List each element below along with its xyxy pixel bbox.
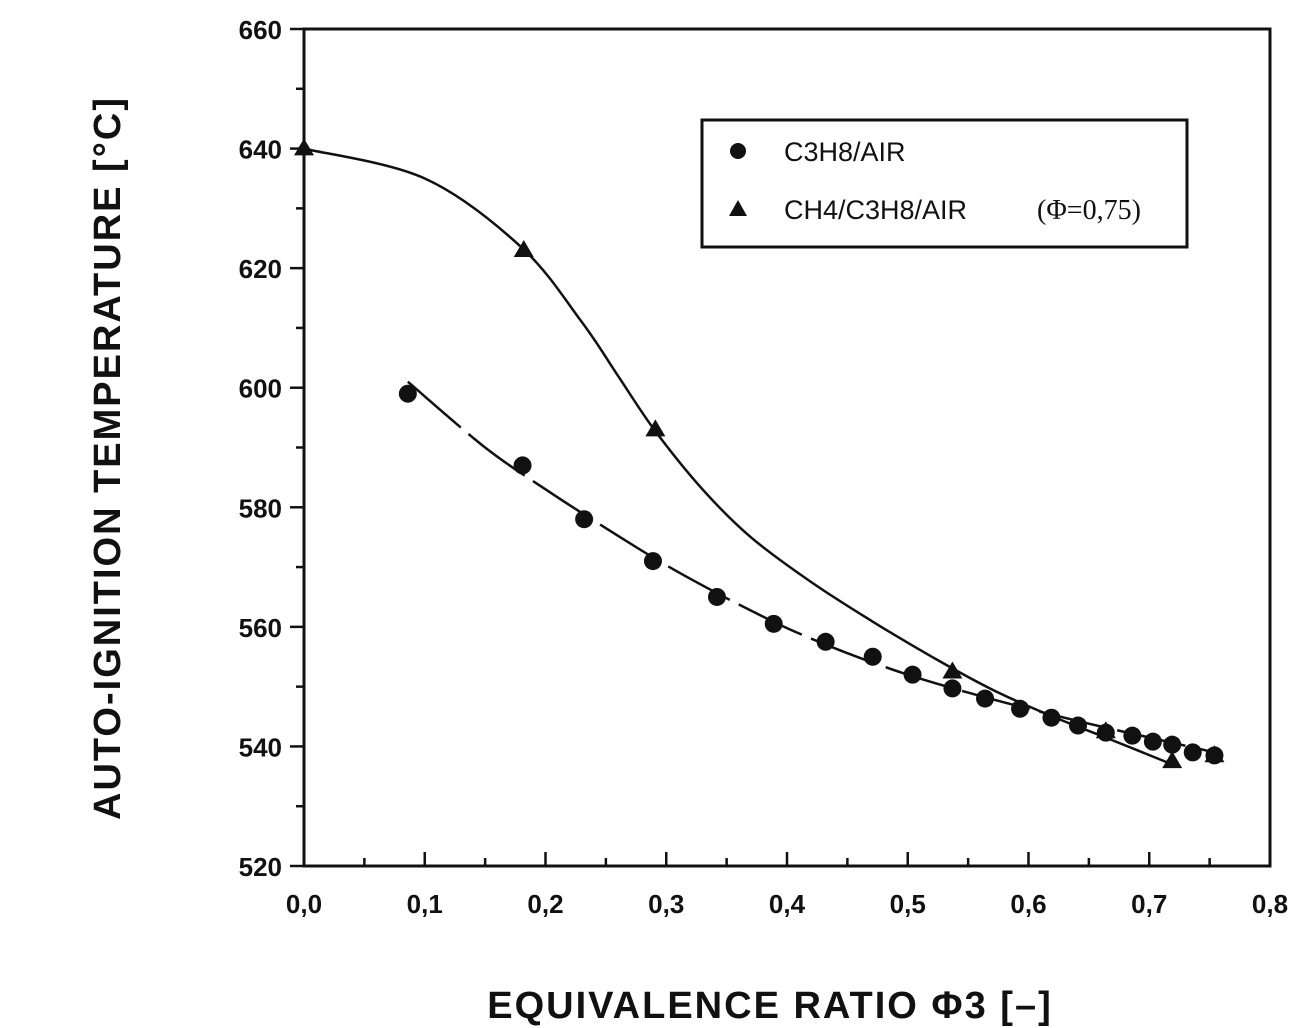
data-point-ch4-c3h8-air	[645, 419, 666, 437]
y-tick-label: 580	[239, 493, 282, 523]
data-point-ch4-c3h8-air	[1162, 751, 1183, 769]
x-tick-label: 0,4	[769, 889, 806, 919]
y-tick-label: 540	[239, 732, 282, 762]
y-tick-label: 640	[239, 135, 282, 165]
legend-marker-triangle	[729, 200, 747, 216]
legend-marker-circle	[730, 143, 746, 159]
tick-labels: 0,0 0,1 0,2 0,3 0,4 0,5 0,6 0,7 0,8 520 540 560 580 6…	[239, 15, 1288, 919]
data-point-c3h8-air	[1143, 732, 1162, 751]
data-point-ch4-c3h8-air	[294, 138, 314, 156]
y-tick-label: 520	[239, 852, 282, 882]
data-point-c3h8-air	[1163, 735, 1182, 754]
data-point-c3h8-air	[643, 552, 662, 571]
x-axis-title: EQUIVALENCE RATIO Φ3 [–]	[487, 985, 1053, 1027]
data-point-c3h8-air	[575, 510, 594, 529]
y-tick-label: 560	[239, 613, 282, 643]
data-point-c3h8-air	[398, 384, 417, 403]
data-point-c3h8-air	[903, 665, 922, 684]
legend-label-ch4-c3h8-air: CH4/C3H8/AIR	[784, 195, 967, 225]
data-point-c3h8-air	[1123, 726, 1142, 745]
data-point-ch4-c3h8-air	[1204, 745, 1225, 763]
x-tick-label: 0,0	[286, 889, 322, 919]
x-tick-label: 0,8	[1252, 889, 1288, 919]
data-point-c3h8-air	[1183, 743, 1202, 762]
fit-curve-c3h8-air	[406, 380, 1215, 754]
data-point-ch4-c3h8-air	[1095, 721, 1116, 739]
data-point-c3h8-air	[1069, 716, 1088, 735]
data-point-c3h8-air	[943, 679, 962, 698]
data-point-c3h8-air	[764, 614, 783, 633]
data-point-c3h8-air	[1011, 699, 1030, 718]
legend-box	[700, 118, 1189, 249]
data-points	[294, 138, 1225, 769]
data-point-c3h8-air	[707, 587, 726, 606]
y-axis-title: AUTO-IGNITION TEMPERATURE [°C]	[87, 96, 129, 820]
data-point-c3h8-air	[816, 632, 835, 651]
y-tick-label: 600	[239, 374, 282, 404]
x-tick-label: 0,1	[407, 889, 443, 919]
x-tick-label: 0,6	[1010, 889, 1046, 919]
data-point-ch4-c3h8-air	[942, 661, 963, 679]
data-point-c3h8-air	[1042, 708, 1061, 727]
data-point-c3h8-air	[976, 689, 995, 708]
legend: C3H8/AIR CH4/C3H8/AIR (Φ=0,75)	[700, 118, 1189, 249]
y-tick-label: 620	[239, 254, 282, 284]
data-point-c3h8-air	[863, 647, 882, 666]
axis-ticks	[290, 27, 1272, 868]
x-tick-label: 0,5	[890, 889, 926, 919]
data-point-c3h8-air	[513, 456, 532, 475]
x-tick-label: 0,7	[1131, 889, 1167, 919]
data-point-ch4-c3h8-air	[513, 240, 534, 258]
legend-label-c3h8-air: C3H8/AIR	[784, 137, 906, 167]
x-tick-label: 0,2	[527, 889, 563, 919]
legend-note-phi: (Φ=0,75)	[1037, 195, 1141, 226]
y-tick-label: 660	[239, 15, 282, 45]
x-tick-label: 0,3	[648, 889, 684, 919]
